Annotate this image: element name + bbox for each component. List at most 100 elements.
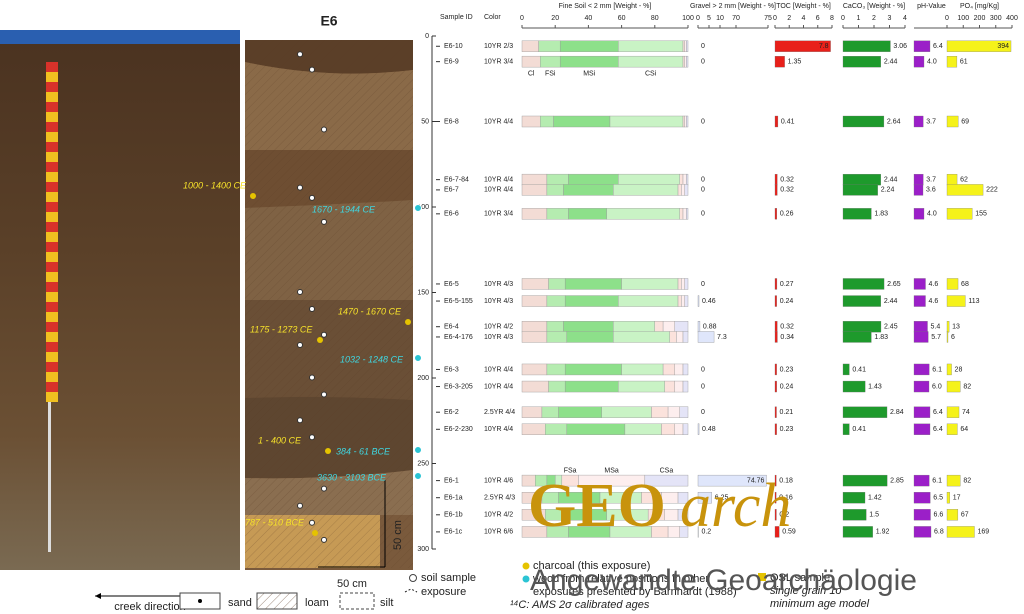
sample-id: E6-1b [444, 512, 463, 519]
fraction-segment [674, 321, 689, 333]
fraction-segment [521, 55, 541, 68]
fraction-segment [563, 321, 614, 333]
sample-id: E6-6 [444, 211, 459, 218]
fraction-segment [564, 278, 622, 290]
fraction-segment [568, 173, 619, 186]
toc-value-label: 1.35 [788, 58, 802, 65]
x-tick-label: 0 [841, 15, 845, 22]
toc-value-label: 0.32 [780, 324, 794, 331]
date-label: 1175 - 1273 CE [250, 324, 313, 334]
po4-bar [946, 173, 958, 186]
fraction-label: FSa [564, 467, 577, 474]
toc-bar [774, 278, 778, 290]
fraction-segment [677, 184, 682, 196]
munsell-color: 10YR 4/4 [484, 176, 513, 183]
toc-bar [774, 526, 780, 538]
fraction-segment [624, 423, 662, 435]
caco3-value-label: 1.43 [868, 383, 882, 390]
caco3-value-label: 2.45 [884, 324, 898, 331]
gravel-value-label: 0.46 [702, 298, 716, 305]
ph-bar [913, 295, 926, 307]
photo [0, 30, 240, 570]
fraction-label: Cl [528, 70, 535, 77]
fraction-segment [682, 115, 685, 128]
ph-bar [913, 509, 931, 521]
fraction-segment [674, 363, 684, 376]
po4-bar [946, 474, 961, 487]
x-tick-label: 0 [945, 15, 949, 22]
profile-sample [309, 306, 315, 313]
ph-value-label: 4.6 [929, 281, 939, 288]
profile-sample [321, 536, 327, 543]
x-tick-label: 2 [787, 15, 791, 22]
fraction-segment [559, 40, 619, 52]
munsell-color: 10YR 4/6 [484, 477, 513, 484]
ruler-segment [46, 372, 58, 382]
gravel-value-label: 0.88 [703, 324, 717, 331]
po4-bar [946, 184, 984, 196]
charcoal-sample [325, 448, 331, 454]
ruler-segment [46, 162, 58, 172]
sample-id: E6-4 [444, 324, 459, 331]
fraction-segment [662, 363, 675, 376]
toc-value-label: 0.2 [779, 512, 789, 519]
fraction-segment [664, 380, 675, 393]
ph-bar [913, 526, 932, 538]
caco3-bar [842, 492, 866, 504]
panel-title: pH-Value [917, 3, 946, 10]
po4-bar [946, 509, 959, 521]
toc-value-label: 0.32 [780, 187, 794, 194]
x-tick-label: 8 [830, 15, 834, 22]
fraction-segment [677, 509, 689, 521]
gravel-value-label: 0 [701, 383, 705, 390]
gravel-bar [697, 492, 712, 504]
date-label: 1470 - 1670 CE [338, 306, 402, 316]
munsell-color: 10YR 4/3 [484, 334, 513, 341]
x-tick-label: 1 [857, 15, 861, 22]
munsell-color: 10YR 6/6 [484, 529, 513, 536]
tarp [0, 30, 240, 44]
caco3-value-label: 3.06 [893, 43, 907, 50]
fraction-segment [521, 423, 546, 435]
gravel-value-label: 7.3 [717, 334, 727, 341]
fraction-segment [563, 184, 614, 196]
x-tick-label: 400 [1006, 15, 1018, 22]
profile-sample [297, 184, 303, 191]
caco3-bar [842, 115, 885, 128]
toc-value-label: 0.18 [779, 477, 793, 484]
legend-label: loam [305, 597, 329, 609]
panel-title: Fine Soil < 2 mm [Weight - %] [559, 3, 652, 10]
caco3-value-label: 2.65 [887, 281, 901, 288]
gravel-value-label: 0.48 [702, 426, 716, 433]
ph-value-label: 6.8 [934, 529, 944, 536]
ruler-segment [46, 72, 58, 82]
caco3-bar [842, 208, 872, 220]
fraction-segment [686, 40, 689, 52]
fraction-segment [682, 423, 689, 435]
fraction-label: MSa [604, 467, 619, 474]
fraction-segment [684, 278, 689, 290]
toc-value-label: 0.27 [780, 281, 794, 288]
ruler [46, 62, 58, 552]
ph-value-label: 6.1 [932, 477, 942, 484]
x-tick-label: 4 [802, 15, 806, 22]
po4-bar [946, 115, 959, 128]
caco3-bar [842, 184, 878, 196]
fraction-segment [540, 115, 554, 128]
fraction-segment [684, 55, 687, 68]
caco3-bar [842, 56, 881, 68]
x-tick-label: 75 [764, 15, 772, 22]
toc-value-label: 0.26 [780, 211, 794, 218]
fraction-segment [682, 55, 685, 68]
sample-id: E6-2-230 [444, 426, 473, 433]
ph-value-label: 6.4 [933, 409, 943, 416]
munsell-color: 10YR 3/4 [484, 58, 513, 65]
caco3-bar [842, 173, 881, 186]
ruler-segment [46, 132, 58, 142]
ruler-segment [46, 332, 58, 342]
toc-value-label: 0.34 [780, 334, 794, 341]
po4-value-label: 82 [963, 477, 971, 484]
fraction-segment [654, 321, 664, 333]
ph-value-label: 3.6 [926, 187, 936, 194]
munsell-color: 10YR 4/4 [484, 426, 513, 433]
